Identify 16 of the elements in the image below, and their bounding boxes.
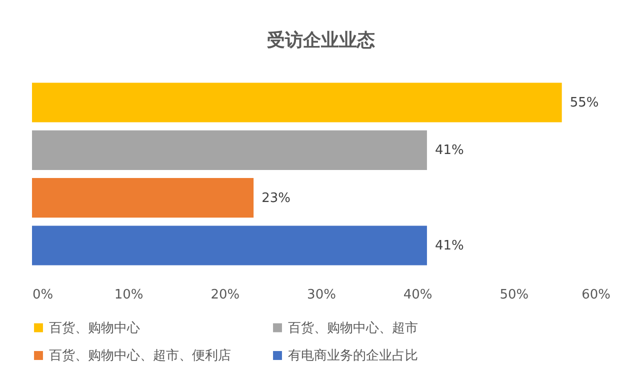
data-label: 41% [434, 238, 464, 254]
x-tick-label: 0% [32, 288, 54, 302]
data-label: 23% [262, 190, 290, 206]
x-tick-label: 50% [500, 288, 529, 302]
legend-label: 百货、购物中心、超市 [288, 320, 418, 336]
x-tick-label: 30% [307, 288, 336, 302]
legend-label: 百货、购物中心、超市、便利店 [49, 348, 231, 364]
chart-title: 受访企业业态 [267, 30, 375, 51]
x-tick-label: 20% [210, 288, 240, 302]
data-label: 41% [434, 143, 464, 158]
x-tick-label: 40% [403, 288, 432, 302]
x-tick-label: 60% [582, 288, 610, 302]
x-tick-label: 10% [114, 288, 144, 302]
legend-label: 百货、购物中心 [49, 320, 140, 336]
data-label: 55% [570, 96, 599, 111]
legend-label: 有电商业务的企业占比 [288, 348, 418, 364]
